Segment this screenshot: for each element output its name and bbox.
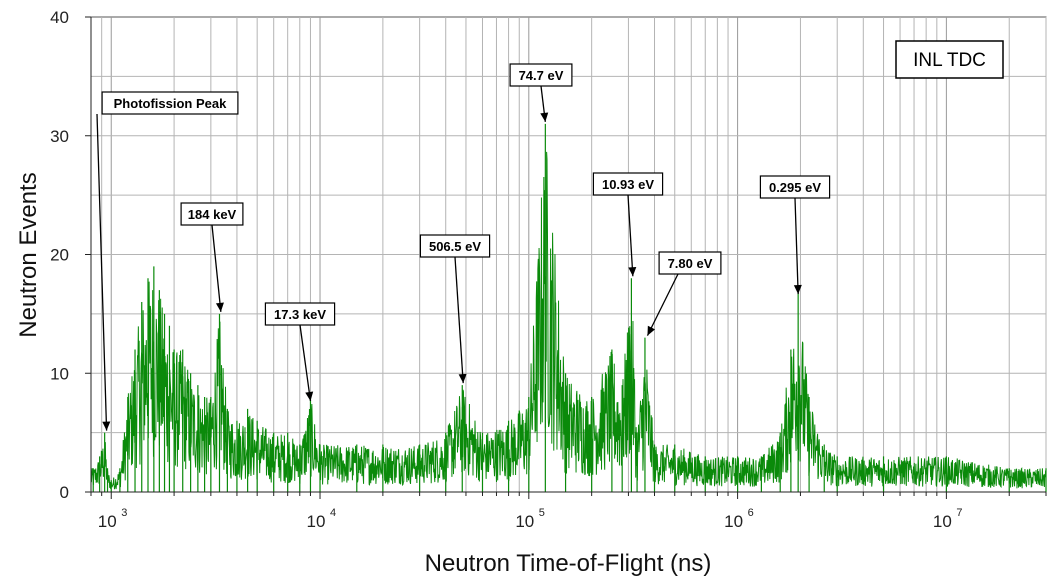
annotation-arrowhead xyxy=(458,373,467,384)
annotation-arrow xyxy=(211,224,222,312)
annotation-arrow xyxy=(646,273,679,336)
x-tick-exponent: 7 xyxy=(956,507,962,519)
annotation-arrowhead xyxy=(215,302,224,312)
legend-box: INL TDC xyxy=(895,40,1004,79)
annotation: 74.7 eV xyxy=(509,63,573,122)
annotation-arrow xyxy=(794,197,799,295)
annotation-arrowhead xyxy=(647,325,656,336)
annotation-label: 0.295 eV xyxy=(769,180,821,195)
data-series xyxy=(90,123,1047,492)
y-tick-label: 10 xyxy=(50,364,69,383)
x-tick-label: 10 6 xyxy=(724,507,754,531)
x-tick-base: 10 xyxy=(98,512,117,531)
annotation-arrow xyxy=(96,113,108,431)
annotation-arrowhead xyxy=(793,284,802,295)
x-tick-base: 10 xyxy=(307,512,326,531)
annotation-label: 10.93 eV xyxy=(602,177,654,192)
annotation-label: 17.3 keV xyxy=(274,307,326,322)
annotation-label: Photofission Peak xyxy=(114,96,227,111)
annotation-arrow xyxy=(627,194,634,277)
annotation-label: 184 keV xyxy=(188,207,237,222)
annotation: 0.295 eV xyxy=(759,175,831,295)
x-tick-label: 10 3 xyxy=(98,507,128,531)
annotation-label: 74.7 eV xyxy=(519,68,564,83)
x-tick-exponent: 3 xyxy=(121,507,127,519)
annotation-arrow xyxy=(299,324,312,402)
y-axis-title: Neutron Events xyxy=(15,172,42,337)
annotation-arrow xyxy=(454,256,464,384)
x-tick-label: 10 4 xyxy=(307,507,337,531)
y-axis-ticks: 0 10 20 30 40 xyxy=(50,8,91,502)
y-tick-label: 0 xyxy=(60,483,69,502)
x-tick-base: 10 xyxy=(724,512,743,531)
annotation-arrowhead xyxy=(540,112,549,122)
x-tick-exponent: 6 xyxy=(748,507,754,519)
annotation-arrowhead xyxy=(628,267,637,277)
annotation: 17.3 keV xyxy=(264,302,336,402)
annotation: 10.93 eV xyxy=(592,172,664,277)
x-axis-title: Neutron Time-of-Flight (ns) xyxy=(425,550,712,577)
annotations: Photofission Peak 184 keV 17.3 keV 506.5 eV… xyxy=(96,63,831,431)
y-tick-label: 30 xyxy=(50,127,69,146)
annotation-label: 7.80 eV xyxy=(668,256,713,271)
x-axis-ticks: 10 3 10 4 10 5 10 6 10 7 xyxy=(90,492,1047,531)
x-tick-exponent: 5 xyxy=(539,507,545,519)
annotation: 7.80 eV xyxy=(646,251,722,336)
x-tick-exponent: 4 xyxy=(330,507,336,519)
annotation-box xyxy=(658,251,722,275)
annotation: Photofission Peak xyxy=(96,91,239,431)
x-tick-base: 10 xyxy=(515,512,534,531)
x-tick-label: 10 5 xyxy=(515,507,545,531)
annotation-arrowhead xyxy=(305,391,314,401)
series-line xyxy=(90,151,1047,490)
annotation: 506.5 eV xyxy=(419,234,491,384)
y-tick-label: 40 xyxy=(50,8,69,27)
x-tick-label: 10 7 xyxy=(933,507,963,531)
y-tick-label: 20 xyxy=(50,246,69,265)
annotation: 184 keV xyxy=(180,202,244,312)
annotation-arrowhead xyxy=(102,421,111,431)
x-tick-base: 10 xyxy=(933,512,952,531)
legend-label: INL TDC xyxy=(913,50,986,71)
annotation-label: 506.5 eV xyxy=(429,239,481,254)
annotation-box xyxy=(101,91,239,115)
